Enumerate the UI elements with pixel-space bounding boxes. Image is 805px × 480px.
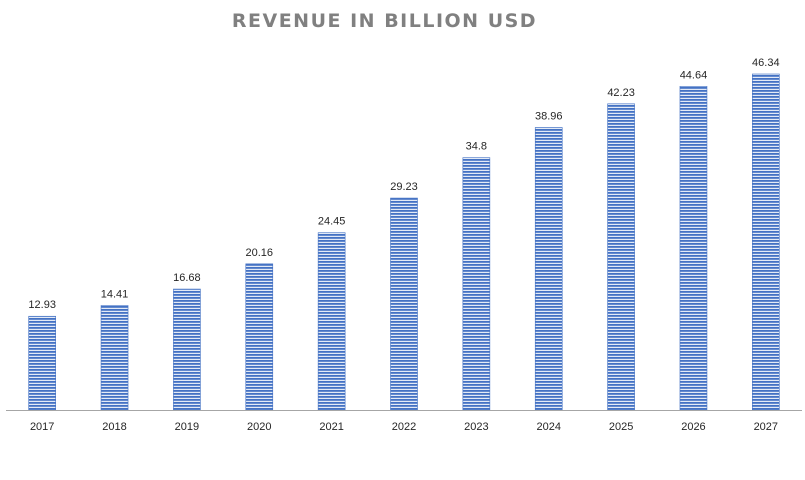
- bar-2024: [534, 127, 563, 411]
- data-label-2023: 34.8: [466, 141, 487, 153]
- data-label-2020: 20.16: [246, 247, 274, 259]
- bar-2022: [390, 197, 418, 411]
- x-tick-label-2018: 2018: [102, 421, 126, 433]
- data-label-2025: 42.23: [607, 87, 635, 99]
- bar-2018: [100, 305, 129, 411]
- bar-2027: [752, 73, 780, 411]
- data-label-2018: 14.41: [101, 289, 129, 301]
- bars-group: [28, 73, 780, 411]
- x-tick-label-2027: 2027: [754, 421, 778, 433]
- bar-2017: [28, 315, 56, 411]
- x-tick-label-2025: 2025: [609, 421, 633, 433]
- data-label-2026: 44.64: [680, 69, 708, 81]
- bar-2019: [173, 288, 201, 411]
- x-tick-label-2017: 2017: [30, 421, 54, 433]
- data-label-2019: 16.68: [173, 272, 201, 284]
- x-tick-labels-group: 2017 2018 2019 2020 2021 2022 2023 2024 2025 2026…: [30, 421, 778, 433]
- data-label-2027: 46.34: [752, 57, 780, 69]
- bar-2025: [607, 103, 635, 411]
- x-tick-label-2026: 2026: [681, 421, 705, 433]
- x-tick-label-2020: 2020: [247, 421, 271, 433]
- chart-title: REVENUE IN BILLION USD: [231, 10, 538, 32]
- x-tick-label-2024: 2024: [536, 421, 560, 433]
- bar-2021: [317, 232, 346, 411]
- bar-2023: [462, 157, 491, 411]
- data-label-2017: 12.93: [28, 299, 56, 311]
- x-tick-label-2021: 2021: [319, 421, 343, 433]
- data-label-2024: 38.96: [535, 111, 563, 123]
- bar-2020: [245, 263, 274, 411]
- data-label-2021: 24.45: [318, 216, 346, 228]
- data-labels-group: 12.93 14.41 16.68 20.16 24.45 29.23 34.8 38.96 4…: [28, 57, 779, 311]
- x-tick-label-2022: 2022: [392, 421, 416, 433]
- data-label-2022: 29.23: [390, 181, 418, 193]
- bar-2026: [679, 86, 708, 411]
- x-tick-label-2023: 2023: [464, 421, 488, 433]
- x-tick-label-2019: 2019: [175, 421, 199, 433]
